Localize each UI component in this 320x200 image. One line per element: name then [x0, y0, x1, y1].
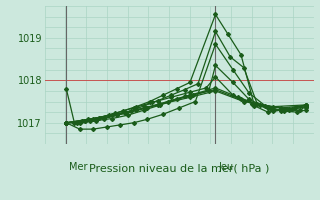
- Text: Mer: Mer: [69, 162, 87, 172]
- Text: Jeu: Jeu: [218, 162, 233, 172]
- X-axis label: Pression niveau de la mer( hPa ): Pression niveau de la mer( hPa ): [89, 163, 269, 173]
